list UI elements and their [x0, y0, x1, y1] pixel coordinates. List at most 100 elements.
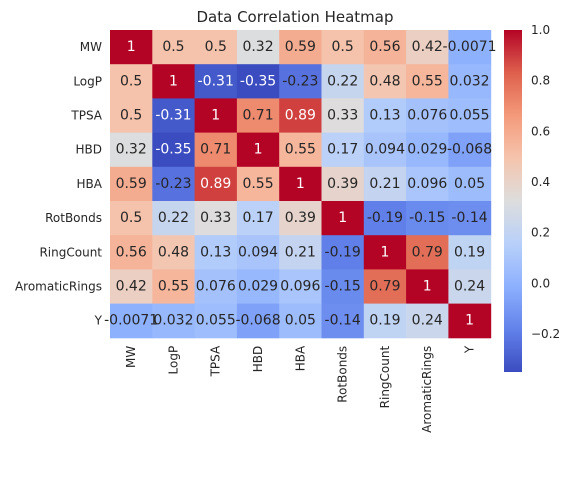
cell-value-label: -0.0071	[443, 39, 497, 55]
cell-value-label: 0.5	[120, 73, 142, 89]
colorbar-tick-label: 0.6	[531, 124, 550, 138]
x-tick-label: AromaticRings	[420, 346, 434, 433]
y-tick-label: TPSA	[70, 109, 102, 123]
cell-value-label: 0.5	[120, 210, 142, 226]
y-tick-label: RotBonds	[45, 211, 102, 225]
colorbar-tick-label: −0.2	[531, 327, 560, 341]
cell-value-label: 0.029	[407, 142, 447, 158]
chart-title: Data Correlation Heatmap	[197, 8, 394, 26]
cell-value-label: 0.48	[158, 244, 189, 260]
cell-value-label: 0.094	[238, 244, 278, 260]
cell-value-label: 0.55	[285, 142, 316, 158]
cell-value-label: 0.21	[369, 176, 400, 192]
cell-value-label: 0.5	[162, 39, 184, 55]
cell-value-label: -0.14	[451, 210, 487, 226]
cell-value-label: -0.35	[240, 73, 276, 89]
cell-value-label: -0.14	[325, 313, 361, 329]
cell-value-label: 0.029	[238, 279, 278, 295]
cell-value-label: 0.21	[285, 244, 316, 260]
cell-value-label: -0.31	[198, 73, 234, 89]
cell-value-label: 1	[169, 73, 178, 89]
colorbar-tick-label: 0.0	[531, 276, 550, 290]
cell-value-label: 0.076	[407, 108, 447, 124]
x-axis-tick-labels: MW LogP TPSA HBD HBA RotBonds RingCount Aromati…	[124, 345, 476, 433]
colorbar: −0.20.00.20.40.60.81.0	[504, 23, 560, 372]
cell-value-label: -0.19	[325, 244, 361, 260]
colorbar-tick-label: 0.8	[531, 74, 550, 88]
cell-value-label: 0.24	[454, 279, 485, 295]
colorbar-tick-label: 0.2	[531, 226, 550, 240]
cell-value-label: 0.89	[200, 176, 231, 192]
cell-value-label: -0.19	[367, 210, 403, 226]
cell-value-label: 0.79	[369, 279, 400, 295]
cell-value-label: 0.13	[200, 244, 231, 260]
cell-value-label: -0.23	[282, 73, 318, 89]
cell-value-label: 0.22	[158, 210, 189, 226]
y-tick-label: AromaticRings	[15, 280, 102, 294]
cell-value-label: 0.55	[412, 73, 443, 89]
cell-value-label: 0.48	[369, 73, 400, 89]
cell-value-label: -0.35	[155, 142, 191, 158]
cell-value-label: 0.5	[120, 108, 142, 124]
x-tick-label: HBA	[293, 345, 307, 371]
cell-value-label: -0.23	[155, 176, 191, 192]
cell-value-label: 0.19	[369, 313, 400, 329]
x-tick-label: RotBonds	[336, 346, 350, 403]
cell-value-label: 0.59	[285, 39, 316, 55]
cell-value-label: 0.096	[407, 176, 447, 192]
x-tick-label: Y	[463, 345, 477, 354]
cell-value-label: -0.068	[447, 142, 492, 158]
cell-value-label: 0.56	[369, 39, 400, 55]
colorbar-tick-label: 1.0	[531, 23, 550, 37]
cell-value-label: 1	[423, 279, 432, 295]
cell-value-label: 0.32	[242, 39, 273, 55]
y-tick-label: MW	[80, 40, 102, 54]
cell-value-label: 0.055	[196, 313, 236, 329]
cell-value-label: -0.15	[409, 210, 445, 226]
y-tick-label: LogP	[73, 74, 102, 88]
colorbar-gradient	[504, 30, 522, 372]
cell-value-label: 0.39	[285, 210, 316, 226]
cell-value-label: 0.17	[242, 210, 273, 226]
cell-value-label: 1	[380, 244, 389, 260]
x-tick-label: RingCount	[378, 346, 392, 409]
cell-value-label: 0.094	[365, 142, 405, 158]
cell-value-label: 0.032	[450, 73, 490, 89]
cell-value-label: 0.71	[200, 142, 231, 158]
cell-value-label: 0.05	[454, 176, 485, 192]
cell-value-label: 0.39	[327, 176, 358, 192]
cell-value-label: 0.05	[285, 313, 316, 329]
cell-value-label: 0.33	[327, 108, 358, 124]
cell-value-label: 0.59	[116, 176, 147, 192]
cell-value-label: 0.17	[327, 142, 358, 158]
cell-value-label: 0.89	[285, 108, 316, 124]
cell-value-label: 0.55	[158, 279, 189, 295]
y-tick-label: HBD	[76, 143, 103, 157]
cell-value-label: 0.096	[280, 279, 320, 295]
cell-value-label: 0.13	[369, 108, 400, 124]
cell-value-label: 0.71	[242, 108, 273, 124]
cell-value-label: 0.055	[450, 108, 490, 124]
cell-value-label: 1	[296, 176, 305, 192]
cell-value-label: 1	[211, 108, 220, 124]
x-tick-label: LogP	[166, 346, 180, 375]
cell-value-label: 0.24	[412, 313, 443, 329]
cell-value-label: 0.22	[327, 73, 358, 89]
y-tick-label: RingCount	[39, 245, 102, 259]
x-tick-label: HBD	[251, 346, 265, 373]
cell-value-label: 0.5	[205, 39, 227, 55]
y-axis-tick-labels: MW LogP TPSA HBD HBA RotBonds RingCount Aromati…	[15, 40, 103, 328]
cell-value-label: 1	[127, 39, 136, 55]
x-tick-label: MW	[124, 346, 138, 368]
cell-value-label: -0.31	[155, 108, 191, 124]
cell-value-label: 0.33	[200, 210, 231, 226]
cell-value-label: 0.5	[332, 39, 354, 55]
cell-value-label: 1	[338, 210, 347, 226]
cell-value-label: 0.32	[116, 142, 147, 158]
cell-value-label: 0.076	[196, 279, 236, 295]
cell-value-label: 0.56	[116, 244, 147, 260]
cell-value-label: 0.032	[153, 313, 193, 329]
cell-value-label: -0.15	[325, 279, 361, 295]
